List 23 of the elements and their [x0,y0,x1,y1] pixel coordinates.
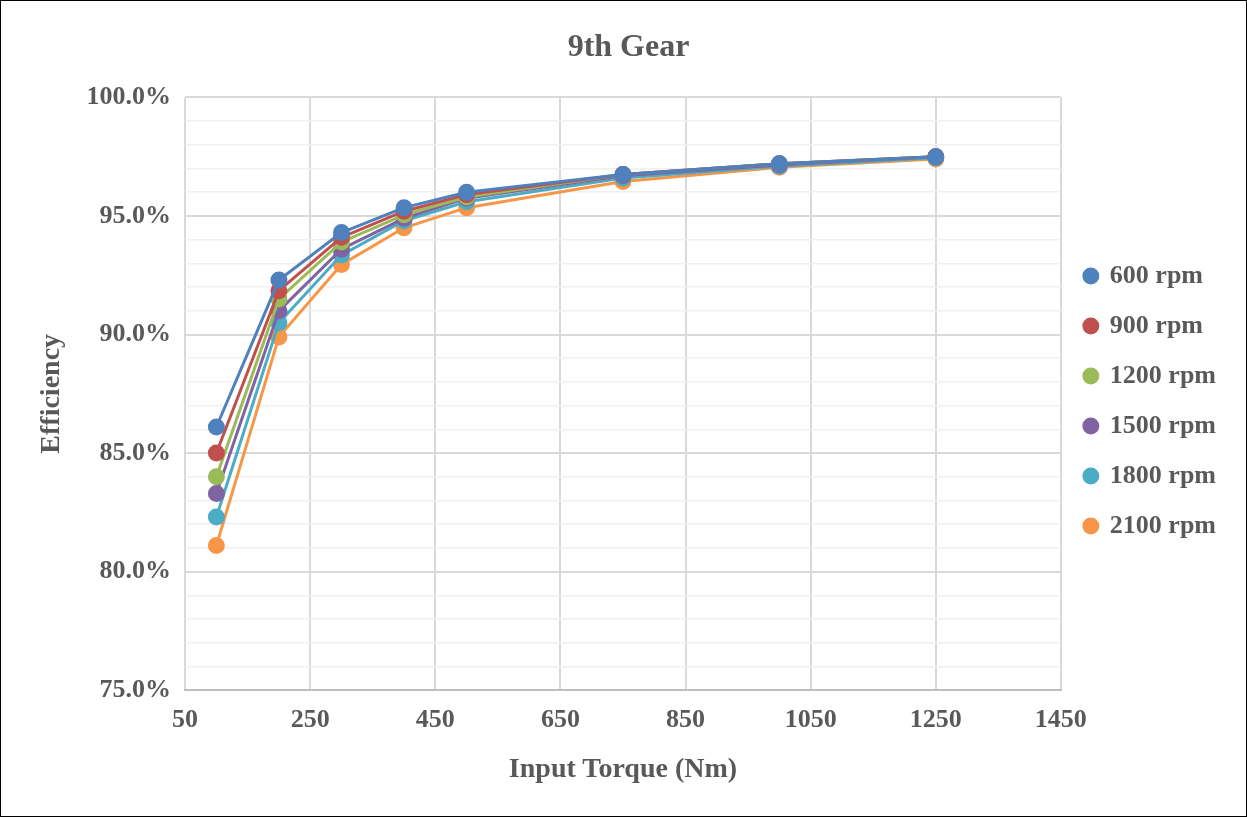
legend-label: 900 rpm [1109,309,1204,339]
y-tick-label: 75.0% [99,673,172,703]
legend-label: 1200 rpm [1109,359,1217,389]
y-tick-label: 100.0% [86,81,172,111]
y-tick-label: 80.0% [99,555,172,585]
legend-label: 1500 rpm [1109,409,1217,439]
x-tick-label: 250 [290,703,330,733]
chart-title: 9th Gear [567,27,690,64]
y-tick-label: 85.0% [99,436,172,466]
legend-label: 600 rpm [1109,259,1204,289]
legend-label: 2100 rpm [1109,509,1217,539]
x-tick-label: 850 [666,703,706,733]
x-tick-label: 450 [415,703,455,733]
y-axis-title: Efficiency [34,333,66,454]
legend-label: 1800 rpm [1109,459,1217,489]
x-tick-label: 650 [540,703,580,733]
y-tick-label: 95.0% [99,199,172,229]
y-tick-label: 90.0% [99,318,172,348]
x-tick-label: 1450 [1034,703,1087,733]
x-tick-label: 1250 [909,703,962,733]
x-tick-label: 50 [172,703,199,733]
x-tick-label: 1050 [784,703,837,733]
x-axis-title: Input Torque (Nm) [508,752,738,784]
